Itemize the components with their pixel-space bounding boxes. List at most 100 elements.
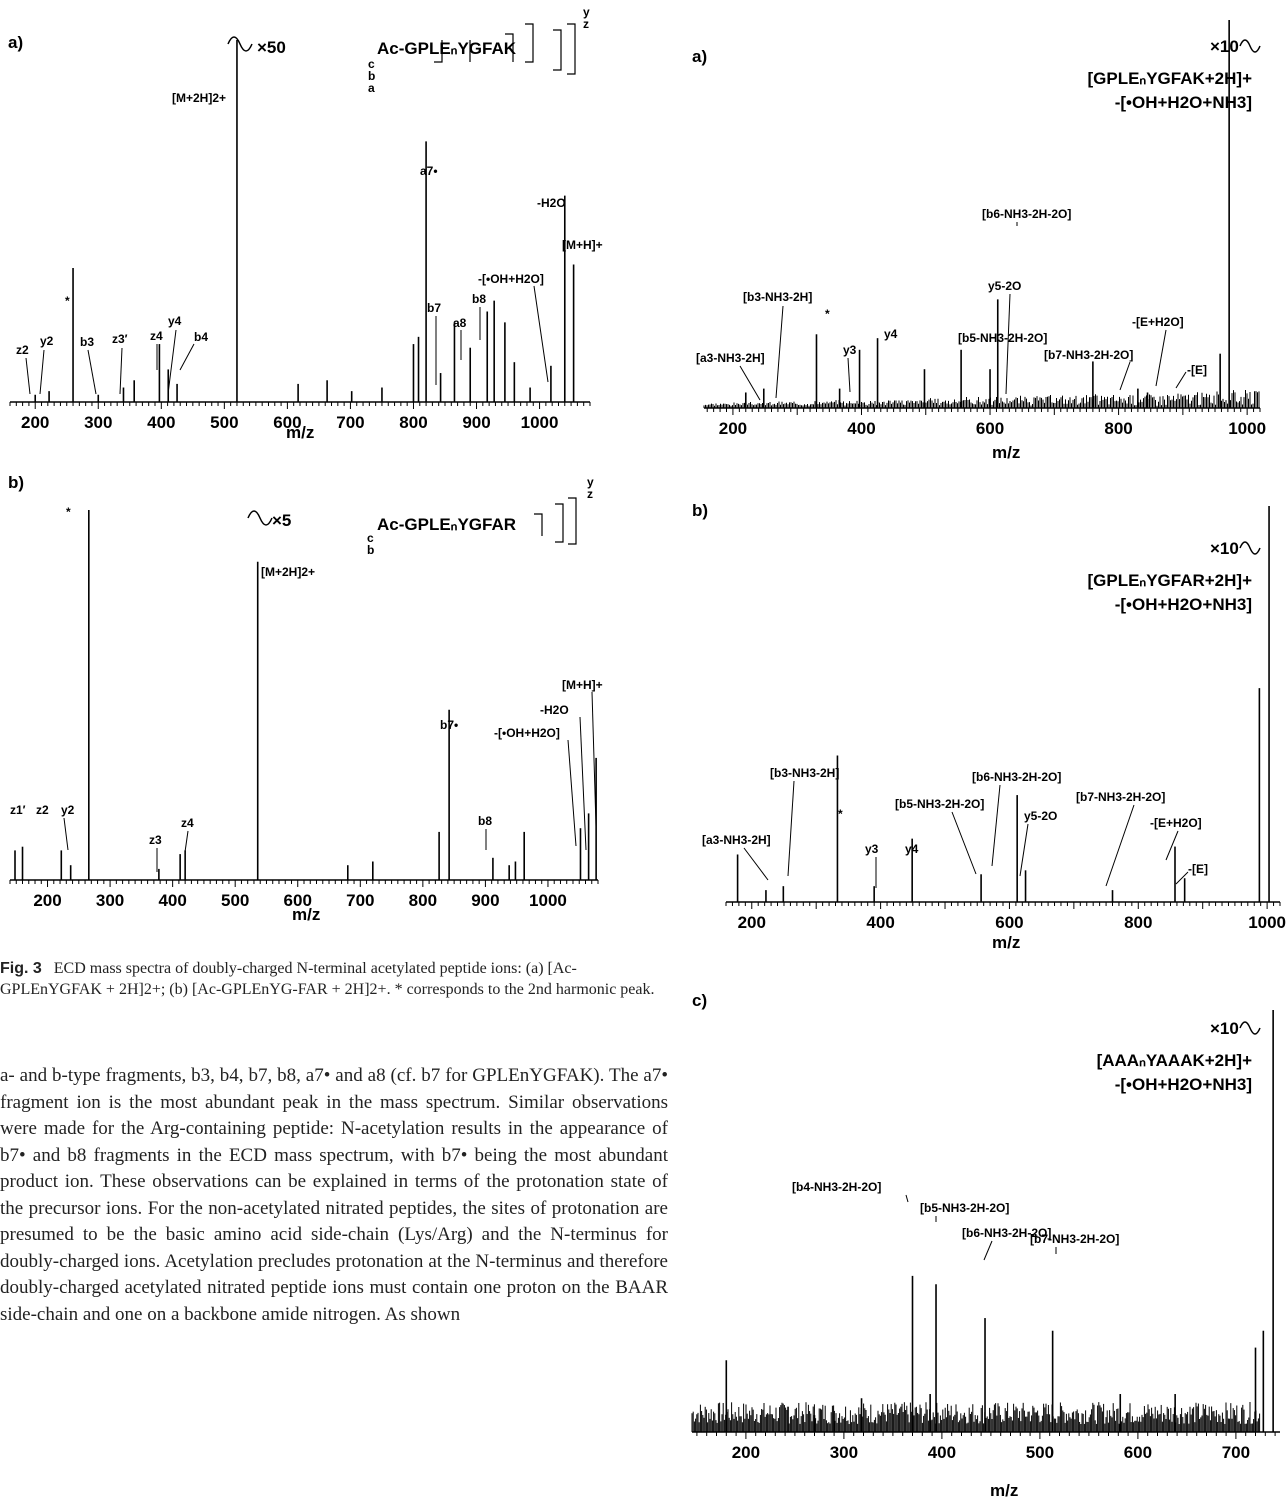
precursor-line1: [GPLEₙYGFAK+2H]+ xyxy=(1087,69,1252,88)
ion-letter-b: b xyxy=(367,543,374,557)
x-tick-label: 200 xyxy=(732,1443,760,1462)
x-tick-label: 600 xyxy=(284,891,312,910)
figure-caption: Fig. 3 ECD mass spectra of doubly-charge… xyxy=(0,958,665,1000)
cleavage-marks xyxy=(434,23,576,75)
annotation-arrows xyxy=(743,780,1189,888)
ann-z2: z2 xyxy=(36,803,49,817)
x-tick-label: 800 xyxy=(1124,913,1152,932)
ann-a7: a7• xyxy=(420,164,438,178)
panel-label-b: b) xyxy=(692,501,708,520)
left-spectrum-a-svg: a) ×50 Ac-GPLEₙYGFAK c b a y z [M+2H]2+ … xyxy=(8,5,603,442)
x-axis: 200 400 600 800 1000 xyxy=(725,901,1286,932)
x-tick-label: 700 xyxy=(336,413,364,432)
break-label: ×5 xyxy=(272,511,291,530)
x-tick-label: 600 xyxy=(273,413,301,432)
x-tick-label: 300 xyxy=(96,891,124,910)
ann-b7: [b7-NH3-2H-2O] xyxy=(1076,790,1165,804)
ann-y4: y4 xyxy=(168,314,182,328)
ann-b3: [b3-NH3-2H] xyxy=(770,766,839,780)
precursor-line1: [AAAₙYAAAK+2H]+ xyxy=(1097,1051,1252,1070)
ann-e: -[E] xyxy=(1187,363,1207,377)
ion-letter-z: z xyxy=(587,487,593,501)
x-axis: 200 300 400 500 600 700 800 900 1000 xyxy=(9,879,599,910)
ann-b7: b7 xyxy=(427,301,441,315)
break-symbol xyxy=(1239,541,1261,555)
bar-marks xyxy=(725,1010,1274,1432)
x-tick-label: 500 xyxy=(221,891,249,910)
ann-b5: [b5-NH3-2H-2O] xyxy=(895,797,984,811)
panel-label-b: b) xyxy=(8,473,24,492)
x-tick-label: 400 xyxy=(928,1443,956,1462)
precursor-line2: -[•OH+H2O+NH3] xyxy=(1115,595,1252,614)
x-axis-label: m/z xyxy=(992,443,1020,462)
x-tick-label: 1000 xyxy=(529,891,567,910)
x-tick-label: 1000 xyxy=(1248,913,1286,932)
ann-y4: y4 xyxy=(905,842,919,856)
ann-y3: y3 xyxy=(865,842,879,856)
ann-z2: z2 xyxy=(16,343,29,357)
x-tick-label: 400 xyxy=(866,913,894,932)
ann-a3: [a3-NH3-2H] xyxy=(696,351,765,365)
ann-b8: b8 xyxy=(478,814,492,828)
ann-y5: y5-2O xyxy=(1024,809,1057,823)
peptide-sequence: Ac-GPLEₙYGFAK xyxy=(377,39,517,58)
x-tick-label: 300 xyxy=(830,1443,858,1462)
x-tick-label: 600 xyxy=(1124,1443,1152,1462)
ion-letter-b: b xyxy=(368,69,375,83)
x-axis-label: m/z xyxy=(292,905,320,924)
x-tick-label: 600 xyxy=(976,419,1004,438)
x-tick-label: 400 xyxy=(147,413,175,432)
ann-b4: [b4-NH3-2H-2O] xyxy=(792,1180,881,1194)
break-symbol xyxy=(1239,39,1261,53)
x-tick-label: 700 xyxy=(1222,1443,1250,1462)
ion-letter-y: y xyxy=(587,475,594,489)
break-symbol xyxy=(227,36,253,52)
x-tick-label: 1000 xyxy=(1228,419,1266,438)
body-paragraph-text: a- and b-type fragments, b3, b4, b7, b8,… xyxy=(0,1065,668,1325)
ann-z1p: z1′ xyxy=(10,803,26,817)
panel-label-a: a) xyxy=(692,47,707,66)
caption-label: Fig. 3 xyxy=(0,960,42,977)
ann-e-h2o: -[E+H2O] xyxy=(1132,315,1184,329)
break-label: ×10 xyxy=(1210,37,1239,56)
ann-z3p: z3′ xyxy=(112,332,128,346)
left-spectrum-b: b) ×5 Ac-GPLEₙYGFAR c b y z * [M+2H]2+ [… xyxy=(0,470,660,940)
x-tick-label: 500 xyxy=(210,413,238,432)
body-paragraph: a- and b-type fragments, b3, b4, b7, b8,… xyxy=(0,1063,668,1328)
caption-text: ECD mass spectra of doubly-charged N-ter… xyxy=(0,960,655,998)
x-tick-label: 1000 xyxy=(521,413,559,432)
annotation-arrows xyxy=(25,285,549,395)
x-tick-label: 800 xyxy=(409,891,437,910)
ann-h2o: -H2O xyxy=(540,703,569,717)
right-spectrum-a: a) ×10 [GPLEₙYGFAK+2H]+ -[•OH+H2O+NH3] [… xyxy=(680,0,1288,470)
ann-b6: [b6-NH3-2H-2O] xyxy=(962,1226,1051,1240)
x-tick-label: 400 xyxy=(847,419,875,438)
ann-star: * xyxy=(66,505,71,519)
bar-marks xyxy=(34,40,575,402)
break-label: ×10 xyxy=(1210,1019,1239,1038)
annotation-arrows xyxy=(905,1194,1057,1261)
ann-a8: a8 xyxy=(453,316,467,330)
annotation-arrows xyxy=(63,691,597,872)
ann-star: * xyxy=(838,807,843,821)
x-tick-label: 200 xyxy=(738,913,766,932)
x-tick-label: 800 xyxy=(1104,419,1132,438)
ion-letter-y: y xyxy=(583,5,590,19)
ann-e: -[E] xyxy=(1188,862,1208,876)
ann-b7: [b7-NH3-2H-2O] xyxy=(1030,1232,1119,1246)
x-tick-label: 300 xyxy=(84,413,112,432)
ann-z3: z3 xyxy=(149,833,162,847)
x-tick-label: 200 xyxy=(21,413,49,432)
bar-marks xyxy=(736,506,1270,902)
ann-oh-h2o: -[•OH+H2O] xyxy=(494,726,560,740)
precursor-line2: -[•OH+H2O+NH3] xyxy=(1115,93,1252,112)
x-tick-label: 200 xyxy=(719,419,747,438)
ion-letter-z: z xyxy=(583,17,589,31)
break-label: ×10 xyxy=(1210,539,1239,558)
ann-b8: b8 xyxy=(472,292,486,306)
bar-marks xyxy=(14,510,597,880)
cleavage-marks xyxy=(534,497,577,545)
ann-b6: [b6-NH3-2H-2O] xyxy=(972,770,1061,784)
x-axis: 200 300 400 500 600 700 xyxy=(692,1431,1280,1462)
ann-m2h: [M+2H]2+ xyxy=(172,91,226,105)
